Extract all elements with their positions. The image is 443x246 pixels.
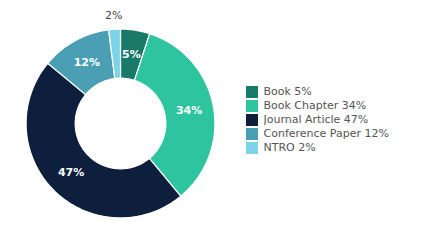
html-text:Journal Article 47%: Journal Article 47%: [263, 113, 369, 127]
svg-text:5%: 5%: [122, 48, 141, 61]
svg-text:2%: 2%: [105, 9, 122, 22]
html-text:NTRO 2%: NTRO 2%: [263, 141, 316, 155]
html-text:Conference Paper 12%: Conference Paper 12%: [263, 127, 389, 141]
html-text:Book 5%: Book 5%: [263, 85, 312, 99]
svg-text:34%: 34%: [176, 104, 202, 117]
svg-text:12%: 12%: [74, 56, 100, 69]
svg-text:47%: 47%: [58, 166, 84, 179]
html-text:Book Chapter 34%: Book Chapter 34%: [263, 99, 367, 113]
